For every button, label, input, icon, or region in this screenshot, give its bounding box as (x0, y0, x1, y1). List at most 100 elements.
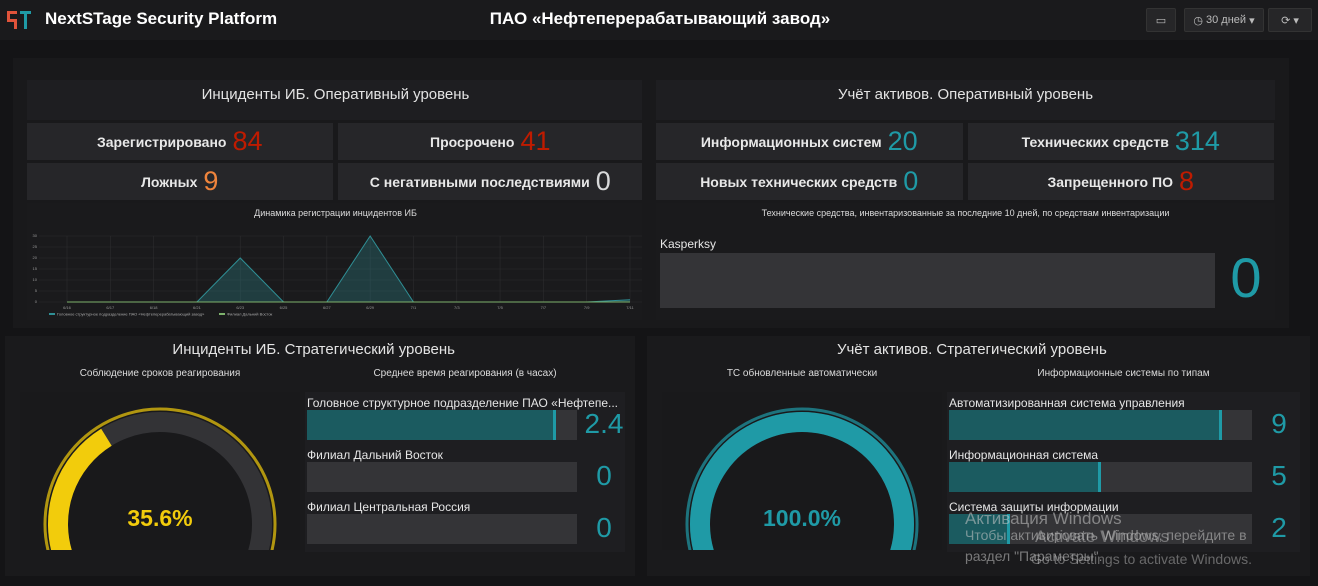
x-tick-label: 6/25 (280, 305, 289, 310)
stat-value: 41 (520, 126, 551, 156)
gauge-value-arc (48, 428, 112, 550)
stat-label: Ложных (141, 173, 198, 190)
y-tick-label: 20 (33, 255, 38, 260)
y-tick-label: 25 (33, 244, 38, 249)
legend-label: Головное структурное подразделение ПАО «… (57, 312, 205, 317)
chart-canvas: 0 5 10 15 20 25 30 6/16 6/17 6/18 6/21 6/23 6/25 6/27… (33, 233, 642, 317)
gauge-value: 100.0% (763, 505, 841, 531)
x-tick-label: 6/23 (236, 305, 245, 310)
time-range: 30 дней (1206, 14, 1247, 26)
bar (949, 462, 1101, 492)
x-tick-label: 6/21 (193, 305, 202, 310)
watermark-text: Чтобы активировать Windows, перейдите в (965, 527, 1247, 543)
stat-tile: Запрещенного ПО 8 (967, 163, 1274, 200)
x-tick-label: 6/27 (323, 305, 332, 310)
stat-tile: Просрочено 41 (337, 123, 643, 160)
stat-label: Просрочено (430, 133, 515, 150)
y-tick-label: 10 (33, 277, 38, 282)
bar-value: 0 (596, 512, 612, 543)
stat-value: 8 (1178, 166, 1194, 196)
stat-label: Запрещенного ПО (1047, 173, 1173, 190)
bar-label: Головное структурное подразделение ПАО «… (307, 396, 617, 410)
tv-mode-button[interactable]: ▭ (1146, 8, 1176, 32)
watermark-text: раздел "Параметры". (965, 548, 1103, 564)
stat-tile: Ложных 9 (27, 163, 333, 200)
stat-tile: Новых технических средств 0 (656, 163, 963, 200)
bar-value: 0 (596, 460, 612, 491)
logo (7, 11, 31, 29)
x-tick-label: 6/17 (106, 305, 115, 310)
bar-label: Филиал Дальний Восток (307, 448, 443, 462)
stat-value: 84 (232, 126, 263, 156)
bar (307, 410, 557, 440)
stat-tile: Зарегистрировано 84 (27, 123, 333, 160)
panel-title: Учёт активов. Стратегический уровень (836, 341, 1107, 358)
x-tick-label: 7/9 (584, 305, 590, 310)
x-tick-label: 7/1 (411, 305, 417, 310)
watermark-text: Активация Windows (965, 509, 1122, 528)
bar-label: Информационная система (949, 448, 1099, 462)
x-tick-label: 6/18 (150, 305, 159, 310)
y-tick-label: 30 (33, 233, 38, 238)
gauge-threshold (685, 407, 919, 550)
panel-header (656, 80, 1275, 120)
stat-value: 0 (595, 166, 611, 196)
bar-track (660, 253, 1215, 308)
stat-tile: Технических средств 314 (967, 123, 1274, 160)
gauge-value: 35.6% (127, 505, 192, 531)
stat-tile: Информационных систем 20 (656, 123, 963, 160)
bar-label: Kasperksy (660, 237, 717, 251)
panel-title: Учёт активов. Оперативный уровень (837, 86, 1094, 103)
bar (949, 514, 1010, 544)
x-tick-label: 7/5 (497, 305, 503, 310)
time-range-button[interactable]: ◷ 30 дней ▾ (1184, 8, 1264, 32)
panel-title: Инциденты ИБ. Оперативный уровень (201, 86, 470, 103)
panel-header (27, 80, 644, 120)
gauge-threshold (43, 407, 277, 550)
gauge-title: ТС обновленные автоматически (726, 368, 878, 379)
refresh-button[interactable]: ⟳ ▾ (1268, 8, 1312, 32)
watermark-text: Activate Windows (1035, 527, 1170, 546)
stat-label: Новых технических средств (700, 173, 898, 190)
bar-value: 2 (1271, 512, 1287, 543)
chart-canvas: 100.0% (685, 407, 919, 550)
chart-canvas: 35.6% (43, 407, 277, 550)
top-bar: NextSTage Security Platform ПАО «Нефтепе… (0, 0, 1318, 40)
stat-label: Зарегистрировано (97, 133, 227, 150)
bar-value: 9 (1271, 408, 1287, 439)
stat-label: С негативными последствиями (369, 173, 590, 190)
chart-title: Среднее время реагирования (в часах) (373, 368, 557, 379)
x-tick-label: 7/7 (541, 305, 547, 310)
x-tick-label: 7/11 (626, 305, 634, 310)
stat-label: Информационных систем (700, 133, 882, 150)
y-tick-label: 5 (35, 288, 38, 293)
bar-value: 2.4 (584, 408, 624, 439)
bar-label: Автоматизированная система управления (949, 396, 1185, 410)
bar-track (307, 462, 577, 492)
watermark-text: Go to Settings to activate Windows. (1031, 551, 1252, 567)
legend-label: Филиал Дальний Восток (227, 312, 273, 317)
x-tick-label: 6/16 (63, 305, 72, 310)
gauge-value-arc (690, 412, 914, 550)
bar (949, 410, 1222, 440)
bar-value: 0 (1230, 246, 1262, 309)
x-tick-label: 7/3 (454, 305, 460, 310)
panel-title: Инциденты ИБ. Стратегический уровень (172, 341, 455, 358)
gauge-title: Соблюдение сроков реагирования (79, 368, 241, 379)
bar-label: Система защиты информации (949, 500, 1119, 514)
y-tick-label: 15 (33, 266, 38, 271)
chart-title: Информационные системы по типам (1037, 368, 1210, 379)
stat-tile: С негативными последствиями 0 (337, 163, 643, 200)
chart-area (27, 203, 644, 320)
dashboard-title: ПАО «Нефтеперерабатывающий завод» (489, 9, 831, 28)
bar-label: Филиал Центральная Россия (307, 500, 471, 514)
chart-title: Технические средства, инвентаризованные … (761, 208, 1170, 218)
legend-swatch (219, 313, 225, 315)
stat-value: 0 (903, 166, 919, 196)
stat-label: Технических средств (1021, 133, 1169, 150)
chart-title: Динамика регистрации инцидентов ИБ (254, 208, 417, 218)
stat-value: 314 (1174, 126, 1220, 156)
legend-swatch (49, 313, 55, 315)
